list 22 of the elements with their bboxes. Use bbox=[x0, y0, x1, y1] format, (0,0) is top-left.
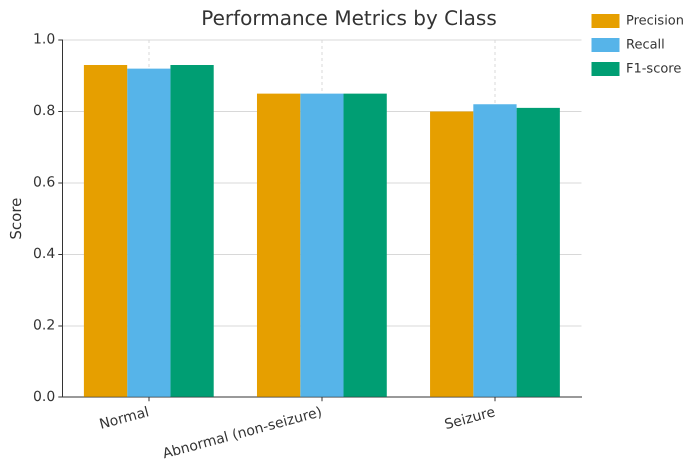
x-tick-label: Normal bbox=[98, 404, 151, 433]
y-tick-label: 0.8 bbox=[33, 103, 56, 120]
legend-label: F1-score bbox=[626, 61, 682, 76]
legend-label: Recall bbox=[626, 37, 665, 52]
y-tick-label: 0.4 bbox=[33, 246, 56, 262]
bar bbox=[473, 104, 517, 397]
bar bbox=[344, 94, 387, 397]
bar bbox=[516, 108, 560, 397]
bar bbox=[300, 94, 344, 397]
legend-label: Precision bbox=[626, 13, 684, 28]
y-tick-label: 1.0 bbox=[33, 32, 56, 48]
y-tick-label: 0.6 bbox=[33, 174, 56, 191]
bar bbox=[256, 94, 300, 397]
y-axis-title: Score bbox=[6, 198, 25, 240]
bar bbox=[127, 68, 170, 397]
bar bbox=[430, 111, 474, 397]
y-tick-label: 0.0 bbox=[33, 388, 56, 405]
x-tick-label: Seizure bbox=[442, 404, 497, 434]
bar bbox=[170, 65, 214, 397]
bar bbox=[84, 65, 128, 397]
chart-title: Performance Metrics by Class bbox=[201, 6, 497, 30]
y-tick-label: 0.2 bbox=[33, 317, 56, 334]
